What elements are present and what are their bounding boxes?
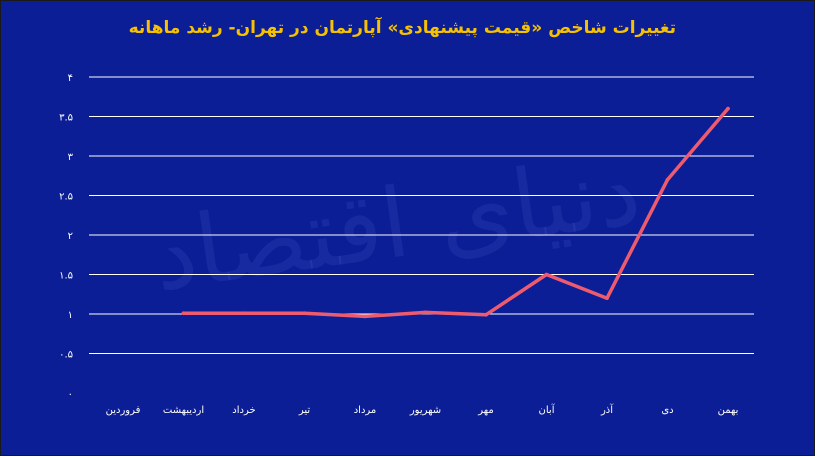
data-point — [423, 310, 428, 315]
x-tick-label: تیر — [298, 405, 311, 416]
x-tick-label: بهمن — [718, 405, 739, 416]
y-tick-label: ۱ — [68, 310, 73, 321]
x-tick-label: مرداد — [354, 405, 377, 416]
x-tick-label: آبان — [539, 403, 556, 416]
y-tick-label: ۲ — [68, 231, 73, 242]
x-tick-label: مهر — [477, 405, 493, 416]
series-layer — [181, 106, 730, 319]
y-tick-label: ۰ — [68, 389, 73, 400]
data-point — [484, 312, 488, 317]
data-point — [363, 314, 367, 319]
x-tick-label: شهریور — [409, 405, 441, 416]
data-point — [726, 106, 730, 111]
data-point — [544, 272, 549, 277]
x-axis-ticks: فروردین اردیبهشت خرداد تیر مرداد شهریور مهر آبا… — [106, 403, 739, 416]
y-tick-label: ۴ — [68, 73, 73, 84]
y-tick-label: ۳.۵ — [59, 113, 73, 124]
y-tick-label: ۲.۵ — [59, 192, 73, 203]
data-point — [181, 311, 186, 316]
data-point — [242, 311, 246, 316]
data-point — [302, 311, 307, 316]
x-tick-label: اردیبهشت — [163, 405, 204, 416]
x-tick-label: خرداد — [232, 405, 255, 416]
x-tick-label: فروردین — [106, 405, 141, 416]
y-tick-label: ۱.۵ — [59, 271, 73, 282]
y-tick-label: ۰.۵ — [59, 350, 73, 361]
y-axis-ticks: ۰ ۰.۵ ۱ ۱.۵ ۲ ۲.۵ ۳ ۳.۵ ۴ — [59, 73, 74, 400]
data-point — [605, 296, 609, 301]
chart-title: تغییرات شاخص «قیمت پیشنهادی» آپارتمان در… — [128, 18, 676, 38]
y-tick-label: ۳ — [68, 152, 74, 163]
x-tick-label: آذر — [600, 403, 614, 416]
x-tick-label: دی — [661, 405, 673, 416]
series-line — [181, 106, 730, 319]
data-point — [665, 177, 670, 182]
